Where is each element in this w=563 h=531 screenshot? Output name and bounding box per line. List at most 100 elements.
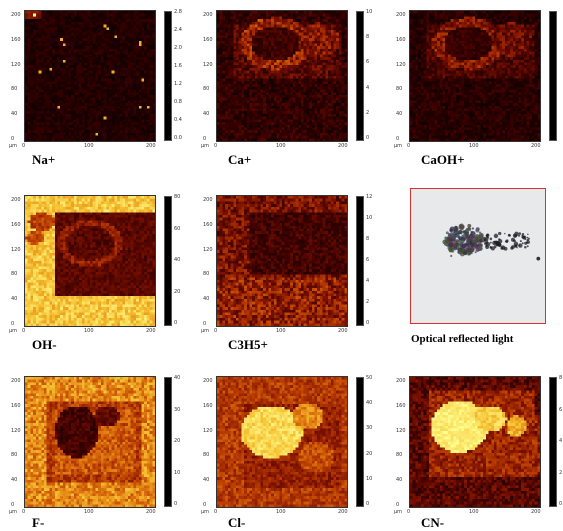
y-tick-label: 40 bbox=[396, 111, 402, 117]
axis-unit-label: μm bbox=[201, 143, 209, 149]
y-tick-label: 200 bbox=[396, 378, 406, 384]
y-tick-label: 80 bbox=[203, 452, 209, 458]
y-tick-label: 120 bbox=[396, 428, 406, 434]
colorbar-tick-label: 4 bbox=[366, 278, 369, 284]
colorbar-tick-label: 0 bbox=[366, 135, 369, 141]
y-tick-label: 200 bbox=[11, 197, 21, 203]
colorbar-tick-label: 20 bbox=[174, 289, 180, 295]
y-tick-label: 80 bbox=[11, 452, 17, 458]
colorbar-tick-label: 6 bbox=[366, 257, 369, 263]
x-tick-label: 0 bbox=[22, 509, 25, 515]
y-tick-label: 40 bbox=[203, 296, 209, 302]
colorbar-tick-label: 1.6 bbox=[174, 63, 182, 69]
y-tick-label: 0 bbox=[203, 321, 206, 327]
x-tick-label: 0 bbox=[214, 509, 217, 515]
y-tick-label: 40 bbox=[203, 477, 209, 483]
y-tick-label: 120 bbox=[203, 428, 213, 434]
colorbar-tick-label: 40 bbox=[174, 375, 180, 381]
y-tick-label: 80 bbox=[203, 86, 209, 92]
x-tick-label: 0 bbox=[214, 143, 217, 149]
colorbar-tick-label: 2 bbox=[559, 470, 562, 476]
colorbar-tick-label: 0.8 bbox=[174, 99, 182, 105]
y-tick-label: 40 bbox=[11, 477, 17, 483]
axis-unit-label: μm bbox=[9, 509, 17, 515]
colorbar-tick-label: 4 bbox=[366, 85, 369, 91]
colorbar-tick-label: 20 bbox=[366, 451, 372, 457]
x-tick-label: 200 bbox=[531, 509, 541, 515]
x-tick-label: 200 bbox=[338, 143, 348, 149]
x-tick-label: 100 bbox=[469, 143, 479, 149]
f-ion-map bbox=[24, 376, 156, 508]
colorbar-tick-label: 8 bbox=[366, 34, 369, 40]
y-tick-label: 160 bbox=[203, 37, 213, 43]
colorbar-tick-label: 60 bbox=[174, 226, 180, 232]
colorbar-tick-label: 2.4 bbox=[174, 27, 182, 33]
colorbar-tick-label: 80 bbox=[174, 194, 180, 200]
x-tick-label: 200 bbox=[338, 328, 348, 334]
y-tick-label: 0 bbox=[11, 136, 14, 142]
x-tick-label: 0 bbox=[214, 328, 217, 334]
x-tick-label: 0 bbox=[22, 143, 25, 149]
x-tick-label: 100 bbox=[84, 143, 94, 149]
x-tick-label: 200 bbox=[146, 328, 156, 334]
axis-unit-label: μm bbox=[201, 509, 209, 515]
x-tick-label: 100 bbox=[84, 509, 94, 515]
colorbar-tick-label: 8 bbox=[366, 236, 369, 242]
x-tick-label: 200 bbox=[146, 143, 156, 149]
colorbar-tick-label: 0 bbox=[559, 501, 562, 507]
y-tick-label: 160 bbox=[11, 37, 21, 43]
colorbar-tick-label: 0 bbox=[366, 501, 369, 507]
colorbar-tick-label: 0.0 bbox=[174, 135, 182, 141]
colorbar-tick-label: 50 bbox=[366, 375, 372, 381]
cn-ion-map bbox=[409, 376, 541, 508]
colorbar-tick-label: 40 bbox=[174, 257, 180, 263]
cl-colorbar bbox=[356, 377, 364, 507]
ca-label: Ca+ bbox=[228, 152, 251, 168]
colorbar-tick-label: 10 bbox=[366, 215, 372, 221]
y-tick-label: 200 bbox=[11, 12, 21, 18]
y-tick-label: 160 bbox=[203, 403, 213, 409]
x-tick-label: 200 bbox=[531, 143, 541, 149]
ca-colorbar bbox=[356, 11, 364, 141]
x-tick-label: 200 bbox=[146, 509, 156, 515]
y-tick-label: 0 bbox=[203, 502, 206, 508]
y-tick-label: 200 bbox=[11, 378, 21, 384]
cl-ion-map bbox=[216, 376, 348, 508]
y-tick-label: 40 bbox=[203, 111, 209, 117]
caoh-ion-map bbox=[409, 10, 541, 142]
y-tick-label: 120 bbox=[203, 62, 213, 68]
oh-label: OH- bbox=[32, 337, 57, 353]
x-tick-label: 200 bbox=[338, 509, 348, 515]
colorbar-tick-label: 2 bbox=[366, 299, 369, 305]
y-tick-label: 200 bbox=[203, 378, 213, 384]
y-tick-label: 120 bbox=[203, 247, 213, 253]
optical-image bbox=[410, 188, 546, 324]
c3h5-ion-map bbox=[216, 195, 348, 327]
y-tick-label: 120 bbox=[11, 428, 21, 434]
colorbar-tick-label: 0 bbox=[366, 320, 369, 326]
x-tick-label: 100 bbox=[84, 328, 94, 334]
c3h5-colorbar bbox=[356, 196, 364, 326]
colorbar-tick-label: 12 bbox=[366, 194, 372, 200]
caoh-colorbar bbox=[549, 11, 557, 141]
x-tick-label: 100 bbox=[276, 143, 286, 149]
axis-unit-label: μm bbox=[394, 143, 402, 149]
y-tick-label: 200 bbox=[203, 12, 213, 18]
y-tick-label: 80 bbox=[396, 86, 402, 92]
y-tick-label: 40 bbox=[11, 111, 17, 117]
c3h5-label: C3H5+ bbox=[228, 337, 268, 353]
colorbar-tick-label: 30 bbox=[174, 407, 180, 413]
optical-reflected-light-label: Optical reflected light bbox=[411, 333, 513, 345]
y-tick-label: 40 bbox=[11, 296, 17, 302]
x-tick-label: 0 bbox=[407, 509, 410, 515]
y-tick-label: 0 bbox=[396, 136, 399, 142]
y-tick-label: 160 bbox=[396, 403, 406, 409]
y-tick-label: 120 bbox=[11, 62, 21, 68]
y-tick-label: 200 bbox=[203, 197, 213, 203]
colorbar-tick-label: 10 bbox=[366, 476, 372, 482]
x-tick-label: 100 bbox=[276, 509, 286, 515]
y-tick-label: 160 bbox=[396, 37, 406, 43]
y-tick-label: 0 bbox=[11, 321, 14, 327]
y-tick-label: 160 bbox=[11, 222, 21, 228]
y-tick-label: 80 bbox=[11, 86, 17, 92]
